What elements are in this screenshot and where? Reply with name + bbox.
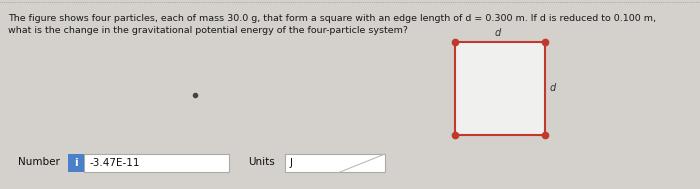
Bar (68, 154, 84, 172)
Text: J: J (290, 158, 293, 168)
Text: -3.47E-11: -3.47E-11 (90, 158, 141, 168)
Bar (84, 154, 229, 172)
Text: what is the change in the gravitational potential energy of the four-particle sy: what is the change in the gravitational … (8, 26, 408, 35)
Text: d: d (550, 83, 556, 93)
Text: i: i (74, 158, 78, 168)
Text: Units: Units (248, 157, 274, 167)
Text: The figure shows four particles, each of mass 30.0 g, that form a square with an: The figure shows four particles, each of… (8, 14, 656, 23)
Bar (455, 42, 545, 135)
Text: d: d (495, 28, 501, 38)
Text: Number: Number (18, 157, 60, 167)
Bar (285, 154, 385, 172)
